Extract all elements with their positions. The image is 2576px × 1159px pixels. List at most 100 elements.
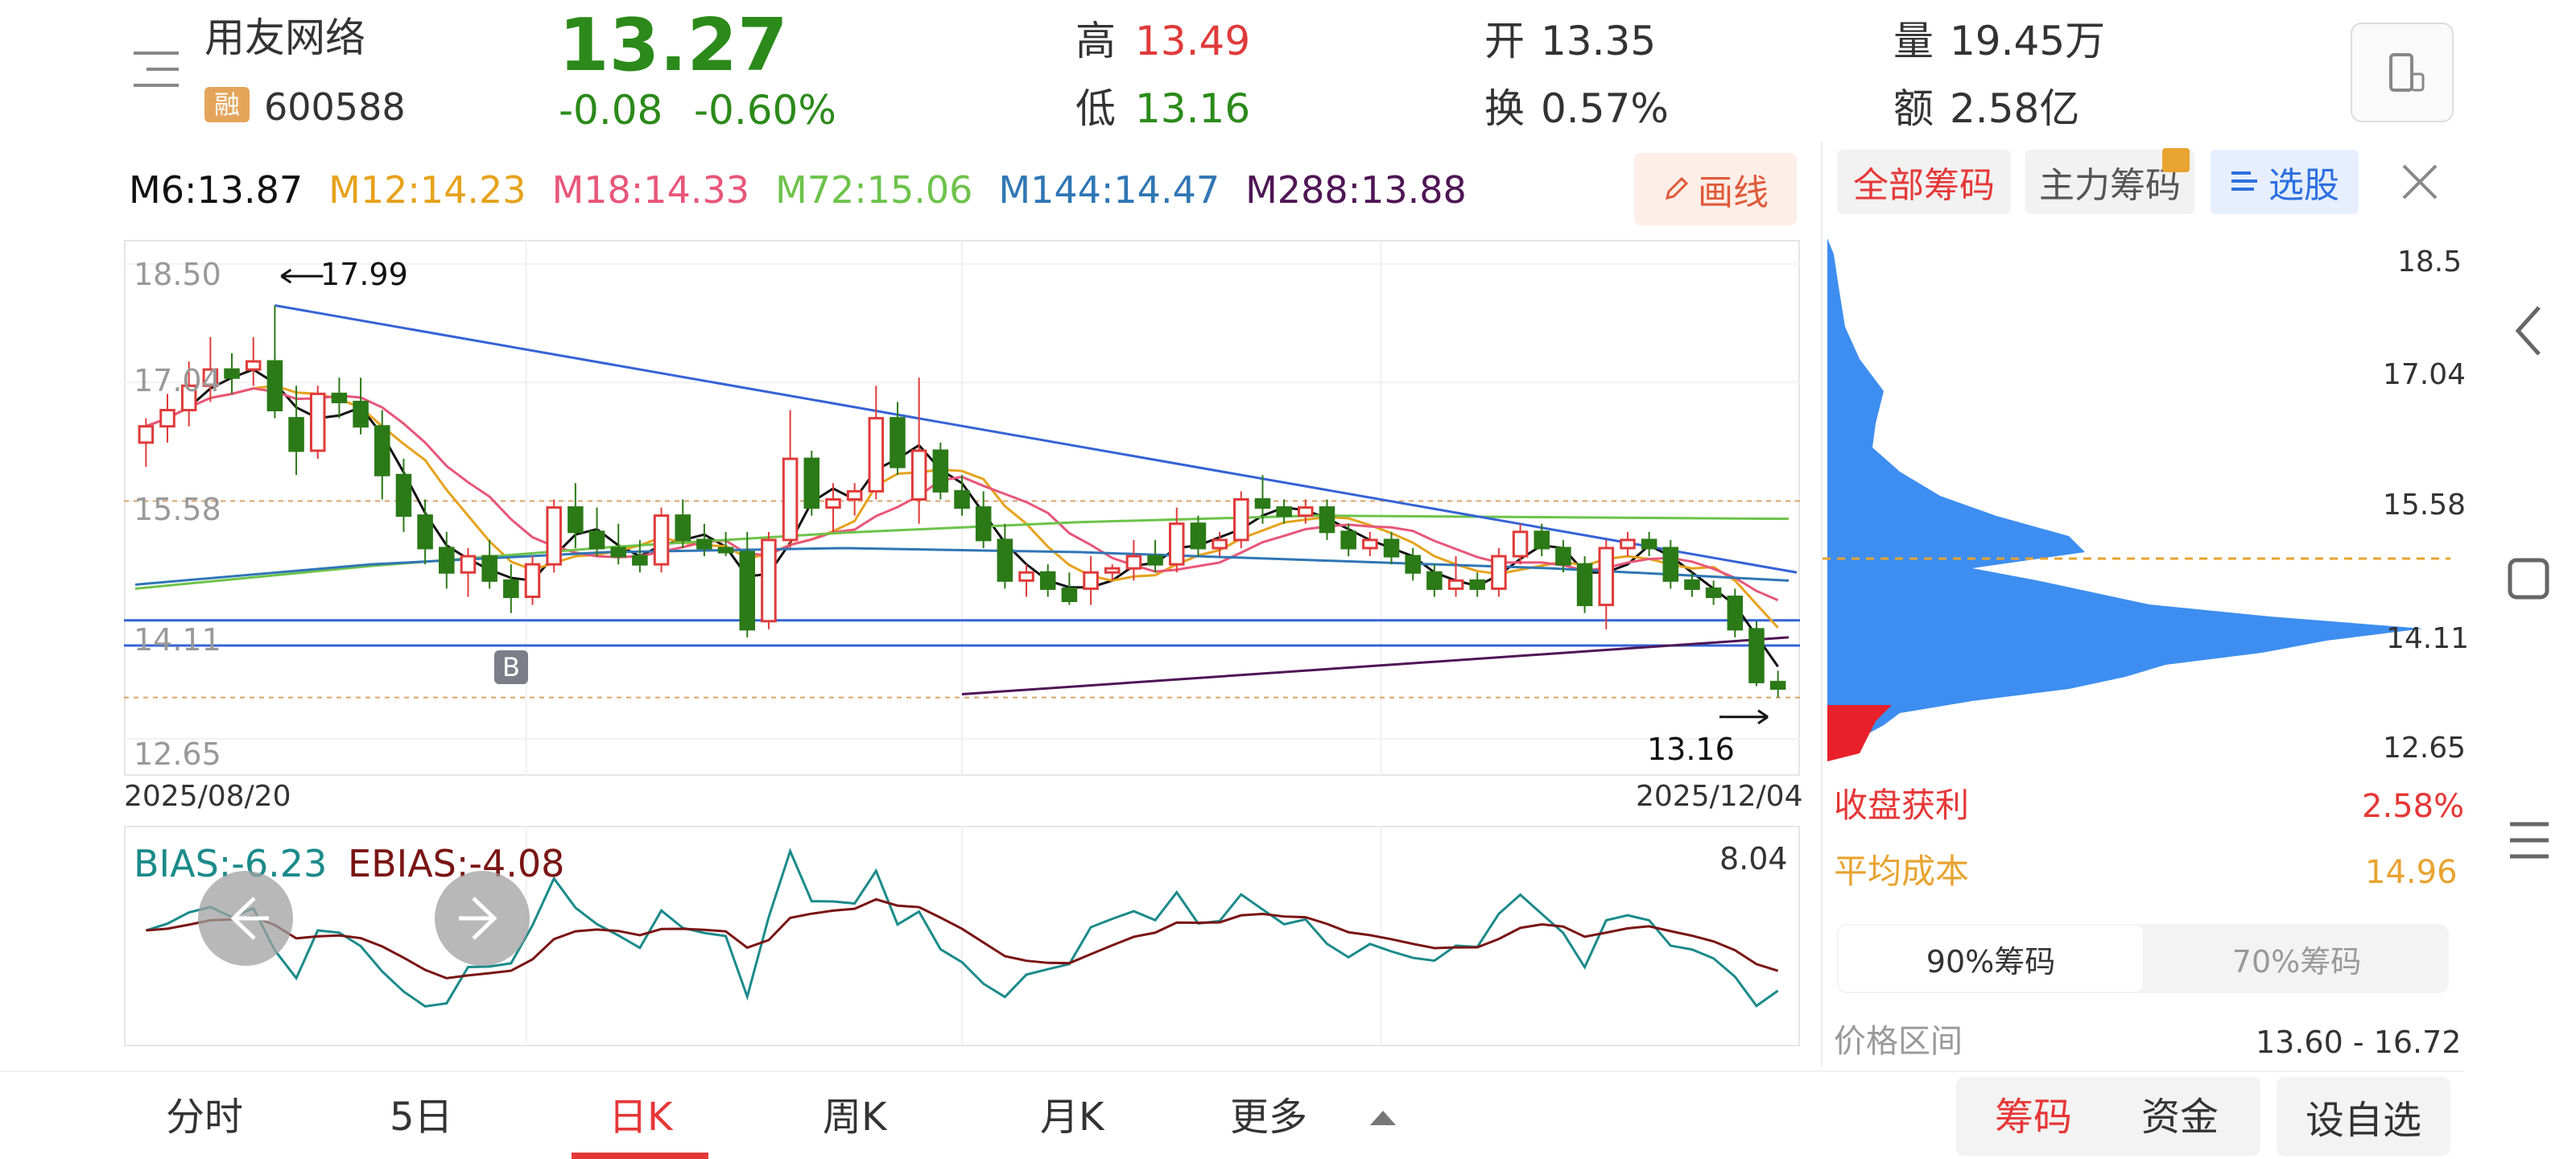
tab-5day[interactable]: 5日: [390, 1095, 453, 1140]
candle-54: [1298, 499, 1314, 524]
candle-body-7: [288, 417, 304, 452]
avg-cost-label: 平均成本: [1834, 852, 1970, 891]
funds-button[interactable]: 资金: [2141, 1095, 2219, 1140]
chip-y-label-4: 12.65: [2383, 732, 2467, 765]
candle-body-25: [675, 514, 691, 542]
close-panel-button[interactable]: [2396, 158, 2444, 206]
candle-body-23: [632, 555, 648, 566]
list-filter-icon: [2231, 171, 2257, 191]
chip-y-label-1: 17.04: [2383, 358, 2467, 391]
candle-body-60: [1426, 571, 1443, 590]
candle-body-14: [439, 547, 455, 574]
tab-weekly-k[interactable]: 周K: [823, 1095, 887, 1140]
nav-home-button[interactable]: [2504, 552, 2555, 608]
candle-66: [1555, 539, 1571, 573]
y-label-3: 14.11: [134, 622, 221, 658]
candle-49: [1190, 515, 1207, 557]
candle-body-59: [1405, 555, 1421, 574]
candle-72: [1684, 572, 1700, 597]
candle-5: [245, 336, 262, 386]
candle-56: [1340, 523, 1356, 557]
ma288-line: [961, 636, 1790, 696]
candle-body-45: [1104, 567, 1121, 574]
candle-76: [1769, 670, 1786, 698]
candle-2: [180, 361, 197, 427]
menu-icon[interactable]: [134, 48, 179, 90]
candle-3: [202, 336, 219, 402]
candle-body-50: [1212, 538, 1228, 550]
candle-59: [1405, 547, 1421, 581]
candle-43: [1061, 572, 1078, 605]
arrow-left-icon: [230, 897, 269, 940]
seg-70-chips[interactable]: 70%筹码: [2145, 924, 2449, 993]
candle-body-15: [460, 555, 477, 574]
home-square-icon: [2508, 558, 2549, 600]
y-label-2: 15.58: [134, 492, 221, 527]
tab-main-chips[interactable]: 主力筹码: [2025, 148, 2194, 214]
candle-50: [1212, 531, 1228, 557]
candle-body-10: [353, 400, 369, 428]
nav-back-button[interactable]: [2504, 295, 2555, 367]
tab-stock-picker[interactable]: 选股: [2211, 150, 2359, 214]
chips-button[interactable]: 筹码: [1995, 1095, 2073, 1140]
tab-intraday[interactable]: 分时: [166, 1095, 244, 1140]
tab-monthly-k[interactable]: 月K: [1040, 1095, 1104, 1140]
tab-all-chips-label: 全部筹码: [1853, 165, 1995, 206]
candle-60: [1426, 564, 1443, 597]
candle-63: [1491, 547, 1507, 597]
candle-body-0: [138, 425, 155, 444]
high-value: 13.49: [1135, 18, 1251, 64]
add-watchlist-button[interactable]: 设自选: [2277, 1077, 2450, 1156]
candle-body-54: [1298, 506, 1314, 518]
landscape-toggle-button[interactable]: [2351, 23, 2454, 122]
candle-68: [1598, 539, 1615, 629]
candle-15: [460, 547, 477, 597]
candle-body-37: [932, 449, 949, 493]
add-watchlist-label: 设自选: [2305, 1098, 2421, 1143]
candle-70: [1641, 531, 1657, 557]
candle-body-1: [159, 409, 175, 428]
scroll-right-button[interactable]: [435, 871, 530, 966]
chips-funds-toggle[interactable]: [1956, 1077, 2260, 1156]
candle-0: [138, 418, 155, 468]
buy-marker-label: B: [502, 652, 520, 683]
candle-body-21: [588, 530, 605, 550]
candle-33: [846, 483, 863, 516]
candle-30: [782, 410, 799, 548]
candle-53: [1276, 499, 1292, 524]
nav-recents-button[interactable]: [2504, 813, 2555, 869]
chip-y-label-0: 18.5: [2397, 245, 2462, 278]
candle-body-73: [1705, 587, 1722, 599]
candle-41: [1018, 564, 1034, 597]
candle-8: [309, 386, 326, 460]
draw-line-button[interactable]: 画线: [1634, 153, 1797, 225]
candle-11: [374, 410, 390, 500]
candle-9: [331, 377, 348, 419]
candle-body-57: [1362, 538, 1378, 550]
seg-70-label: 70%筹码: [2231, 943, 2362, 980]
candle-body-16: [481, 555, 497, 582]
tab-daily-k[interactable]: 日K: [609, 1095, 673, 1140]
phone-rotate-icon: [2389, 53, 2425, 92]
candle-body-29: [761, 538, 777, 623]
y-label-0: 18.50: [134, 257, 221, 292]
candle-body-46: [1125, 555, 1142, 570]
candle-47: [1147, 539, 1163, 573]
tab-main-chips-label: 主力筹码: [2039, 165, 2181, 206]
open-value: 13.35: [1541, 18, 1657, 64]
candle-body-3: [202, 368, 219, 387]
candle-body-22: [610, 547, 626, 558]
candle-36: [910, 377, 927, 524]
buy-marker: B: [494, 650, 528, 684]
max-price-annotation: 17.99: [320, 257, 408, 292]
amount-value: 2.58亿: [1950, 85, 2080, 132]
candle-body-43: [1061, 587, 1078, 603]
candle-body-4: [224, 368, 240, 379]
seg-90-chips[interactable]: 90%筹码: [1837, 924, 2145, 993]
candle-body-65: [1534, 530, 1550, 550]
tab-more[interactable]: 更多: [1230, 1095, 1308, 1140]
ma-legend-m144: M144:14.47: [998, 168, 1220, 212]
scroll-left-button[interactable]: [198, 871, 293, 966]
tab-all-chips[interactable]: 全部筹码: [1837, 150, 2011, 214]
pencil-icon: [1665, 176, 1689, 200]
